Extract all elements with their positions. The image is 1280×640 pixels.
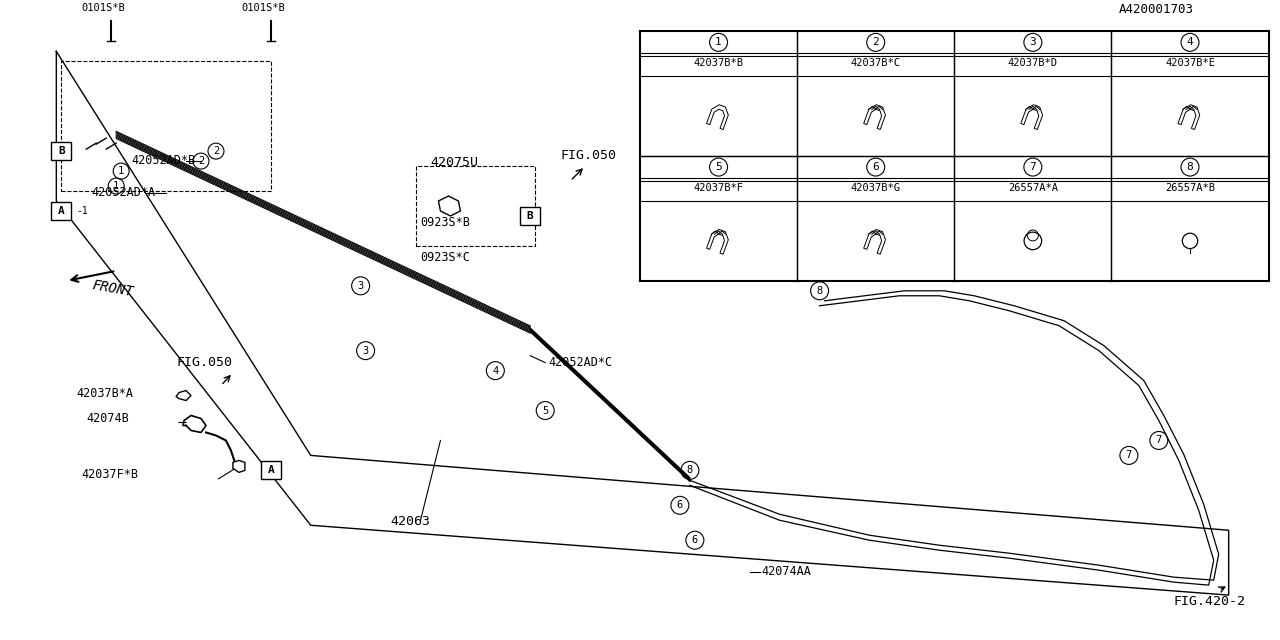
Text: 6: 6	[677, 500, 684, 510]
Text: 8: 8	[687, 465, 692, 476]
Text: FIG.050: FIG.050	[561, 149, 616, 162]
Text: 42052AD*C: 42052AD*C	[548, 356, 612, 369]
Text: 4: 4	[493, 365, 498, 376]
Text: 1: 1	[113, 181, 119, 191]
Text: 2: 2	[212, 146, 219, 156]
Polygon shape	[177, 390, 191, 401]
Text: 7: 7	[1156, 435, 1162, 445]
Text: 42037B*D: 42037B*D	[1007, 58, 1057, 68]
Text: FIG.050: FIG.050	[177, 356, 232, 369]
Text: 6: 6	[691, 535, 698, 545]
Text: 26557A*B: 26557A*B	[1165, 182, 1215, 193]
Text: A: A	[268, 465, 274, 476]
Text: 5: 5	[543, 406, 548, 415]
Text: 0923S*C: 0923S*C	[421, 251, 470, 264]
Text: 42037B*B: 42037B*B	[694, 58, 744, 68]
Text: 42074B: 42074B	[86, 413, 129, 426]
Text: 3: 3	[1029, 37, 1037, 47]
FancyBboxPatch shape	[261, 461, 280, 479]
Text: 2: 2	[198, 156, 204, 166]
Bar	[640, 31, 1268, 281]
Text: 42052AD*A: 42052AD*A	[91, 186, 155, 199]
Polygon shape	[707, 105, 728, 129]
Polygon shape	[233, 460, 244, 472]
Text: B: B	[58, 146, 65, 156]
Text: 1: 1	[716, 37, 722, 47]
Text: 6: 6	[873, 162, 879, 172]
Bar	[640, 31, 1268, 281]
Text: A420001703: A420001703	[1119, 3, 1194, 17]
Text: 5: 5	[716, 162, 722, 172]
Text: 42037B*G: 42037B*G	[851, 182, 901, 193]
Text: 3: 3	[357, 281, 364, 291]
Text: 3: 3	[362, 346, 369, 356]
Text: 42037B*F: 42037B*F	[694, 182, 744, 193]
Text: 8: 8	[1187, 162, 1193, 172]
Text: 2: 2	[873, 37, 879, 47]
Text: 7: 7	[1029, 162, 1037, 172]
Text: 42052AD*B: 42052AD*B	[131, 154, 196, 167]
Text: 42037B*A: 42037B*A	[77, 387, 133, 399]
FancyBboxPatch shape	[51, 142, 72, 160]
Polygon shape	[439, 196, 461, 216]
Text: 7: 7	[1126, 451, 1132, 460]
Text: 8: 8	[817, 286, 823, 296]
Text: 42037B*C: 42037B*C	[851, 58, 901, 68]
Polygon shape	[707, 230, 728, 254]
Bar	[416, 166, 535, 246]
Text: 1: 1	[118, 166, 124, 176]
Text: 0101S*B: 0101S*B	[81, 3, 125, 13]
FancyBboxPatch shape	[51, 202, 72, 220]
Text: 42037F*B: 42037F*B	[81, 468, 138, 481]
Text: 42063: 42063	[390, 515, 430, 528]
FancyBboxPatch shape	[520, 207, 540, 225]
Text: 0923S*B: 0923S*B	[421, 216, 470, 229]
Text: -1: -1	[77, 206, 88, 216]
Text: 42037B*E: 42037B*E	[1165, 58, 1215, 68]
Text: 4: 4	[1187, 37, 1193, 47]
Text: B: B	[527, 211, 534, 221]
Polygon shape	[1021, 105, 1043, 129]
Text: FRONT: FRONT	[91, 278, 134, 299]
Text: 42075U: 42075U	[430, 156, 479, 169]
Text: A: A	[58, 206, 65, 216]
Text: 42074AA: 42074AA	[762, 565, 812, 578]
Polygon shape	[864, 230, 886, 254]
Polygon shape	[1178, 105, 1199, 129]
Text: FIG.420-2: FIG.420-2	[1174, 595, 1245, 608]
Text: 0101S*B: 0101S*B	[241, 3, 284, 13]
Bar	[61, 61, 271, 191]
Polygon shape	[864, 105, 886, 129]
Text: 26557A*A: 26557A*A	[1007, 182, 1057, 193]
